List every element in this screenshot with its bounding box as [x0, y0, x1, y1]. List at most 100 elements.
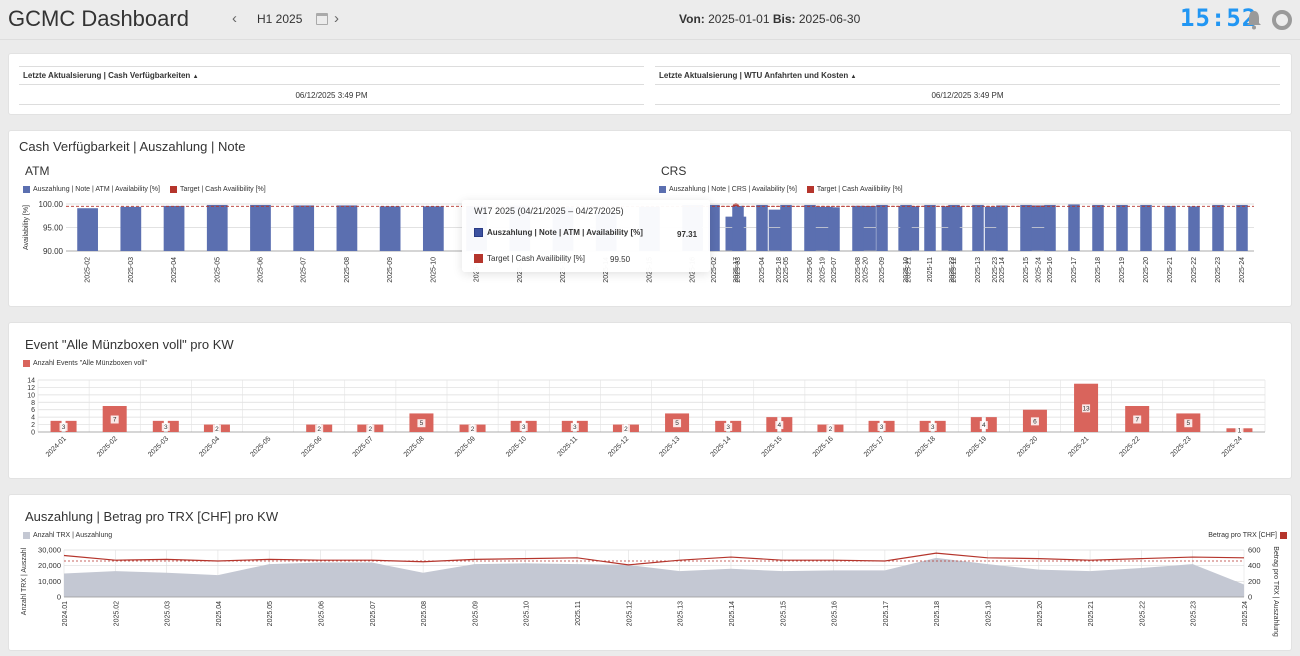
event-bar — [65, 420, 77, 432]
availability-bar — [900, 204, 912, 251]
sort-asc-icon[interactable]: ▲ — [850, 74, 857, 80]
data-label-bg — [59, 422, 68, 431]
data-label: 5 — [420, 420, 424, 427]
x-tick-label: 2025-19 — [965, 435, 988, 458]
events-legend: Anzahl Events "Alle Münzboxen voll" — [23, 360, 147, 367]
x-tick-label: 2025-02 — [96, 435, 119, 458]
availability-bar — [1068, 204, 1080, 251]
x-tick-label: 2025-09 — [454, 435, 477, 458]
availability-bar — [206, 204, 228, 251]
x-tick-label: 2025-19 — [1119, 257, 1126, 283]
y-axis-label-left: Anzahl TRX | Auszahl — [21, 547, 28, 615]
legend-item-crs-availability[interactable]: Auszahlung | Note | CRS | Availability [… — [659, 186, 797, 193]
event-bar — [372, 424, 384, 432]
legend-item-amount-per-trx[interactable]: Betrag pro TRX [CHF] — [1208, 532, 1287, 539]
data-label: 2 — [369, 426, 373, 433]
data-label-bg — [877, 422, 886, 431]
legend-item-trx-count[interactable]: Anzahl TRX | Auszahlung — [23, 532, 112, 539]
data-label: 3 — [62, 424, 66, 431]
bell-icon[interactable] — [1245, 10, 1263, 30]
x-tick-label: 2025-13 — [975, 257, 982, 283]
x-tick-label: 2025-08 — [344, 257, 351, 283]
x-tick-label: 2025-17 — [1071, 257, 1078, 283]
y-tick-label: 12 — [27, 385, 35, 392]
y-axis-label-right: Betrag pro TRX | Auszahlung — [1272, 546, 1279, 637]
data-label: 3 — [726, 424, 730, 431]
x-tick-label: 2025-20 — [1016, 435, 1039, 458]
event-bar — [627, 424, 639, 432]
last-update-cash-header[interactable]: Letzte Aktualsierung | Cash Verfügbarkei… — [19, 66, 644, 85]
data-label-bg — [621, 424, 630, 433]
data-label: 2 — [829, 426, 833, 433]
legend-item-target[interactable]: Target | Cash Availibility [%] — [806, 186, 903, 193]
y-tick-label: 0 — [31, 430, 35, 437]
legend-item-atm-availability[interactable]: Auszahlung | Note | ATM | Availability [… — [23, 186, 160, 193]
x-tick-label: 2025.21 — [1088, 601, 1095, 626]
x-tick-label: 2025.18 — [934, 601, 941, 626]
calendar-icon[interactable] — [316, 13, 328, 25]
x-tick-label: 2025-22 — [1191, 257, 1198, 283]
sort-asc-icon[interactable]: ▲ — [192, 74, 199, 80]
next-period-button[interactable]: › — [334, 10, 339, 27]
data-label: 2 — [471, 426, 475, 433]
y-tick-label: 8 — [31, 400, 35, 407]
user-menu-icon[interactable] — [1272, 10, 1292, 30]
event-bar — [459, 424, 471, 432]
tooltip-series-label: Auszahlung | Note | ATM | Availability [… — [487, 228, 643, 237]
x-tick-label: 2025-14 — [709, 435, 732, 458]
atm-chart-title: ATM — [25, 164, 50, 178]
data-label-bg — [1133, 415, 1142, 424]
last-update-wtu-title: Letzte Aktualsierung | WTU Anfahrten und… — [659, 71, 849, 80]
event-bar — [510, 420, 522, 432]
x-tick-label: 2025-22 — [1118, 435, 1141, 458]
availability-bar — [732, 205, 744, 251]
payout-legend-left: Anzahl TRX | Auszahlung — [23, 532, 112, 539]
data-label: 7 — [113, 417, 117, 424]
data-label: 1 — [1238, 428, 1242, 435]
x-tick-label: 2025-21 — [1067, 435, 1090, 458]
x-tick-label: 2025-03 — [735, 257, 742, 283]
x-tick-label: 2025-09 — [387, 257, 394, 283]
x-tick-label: 2025.16 — [832, 601, 839, 626]
availability-bar — [1044, 204, 1056, 251]
x-tick-label: 2025.07 — [370, 601, 377, 626]
tooltip-title: W17 2025 (04/21/2025 – 04/27/2025) — [474, 206, 624, 216]
x-tick-label: 2025-18 — [914, 435, 937, 458]
availability-bar — [1236, 204, 1248, 251]
event-bar — [781, 417, 793, 432]
amount-per-trx-line — [63, 552, 1245, 566]
data-label-bg — [468, 424, 477, 433]
payout-legend-right: Betrag pro TRX [CHF] — [1208, 532, 1287, 539]
x-tick-label: 2025-15 — [761, 435, 784, 458]
x-tick-label: 2025-24 — [1035, 257, 1042, 283]
event-bar — [934, 420, 946, 432]
x-tick-label: 2025-08 — [855, 257, 862, 283]
previous-period-button[interactable]: ‹ — [232, 10, 237, 27]
panel-title: Auszahlung | Betrag pro TRX [CHF] pro KW — [25, 509, 279, 524]
data-label-bg — [724, 422, 733, 431]
top-bar: GCMC Dashboard ‹ H1 2025 › Von: 2025-01-… — [0, 0, 1300, 40]
x-tick-label: 2025-24 — [1221, 435, 1244, 458]
legend-item-events[interactable]: Anzahl Events "Alle Münzboxen voll" — [23, 360, 147, 367]
data-label: 13 — [1082, 405, 1090, 412]
x-tick-label: 2025-06 — [300, 435, 323, 458]
event-bar — [612, 424, 624, 432]
last-update-cash-title: Letzte Aktualsierung | Cash Verfügbarkei… — [23, 71, 191, 80]
data-label-bg — [1030, 417, 1039, 426]
data-label: 2 — [624, 426, 628, 433]
y-tick-label-right: 400 — [1248, 561, 1261, 570]
x-tick-label: 2025.10 — [524, 601, 531, 626]
legend-item-target[interactable]: Target | Cash Availibility [%] — [169, 186, 266, 193]
event-bar — [357, 424, 369, 432]
last-update-wtu-header[interactable]: Letzte Aktualsierung | WTU Anfahrten und… — [655, 66, 1280, 85]
data-label-bg — [417, 419, 426, 428]
data-label: 2 — [317, 426, 321, 433]
availability-bar — [811, 206, 833, 251]
x-tick-label: 2025-21 — [906, 257, 913, 283]
x-tick-label: 2025-16 — [812, 435, 835, 458]
x-tick-label: 2025.02 — [113, 601, 120, 626]
data-label-bg — [928, 422, 937, 431]
event-bar — [306, 424, 318, 432]
x-tick-label: 2025-05 — [214, 257, 221, 283]
y-tick-label: 14 — [27, 378, 35, 385]
